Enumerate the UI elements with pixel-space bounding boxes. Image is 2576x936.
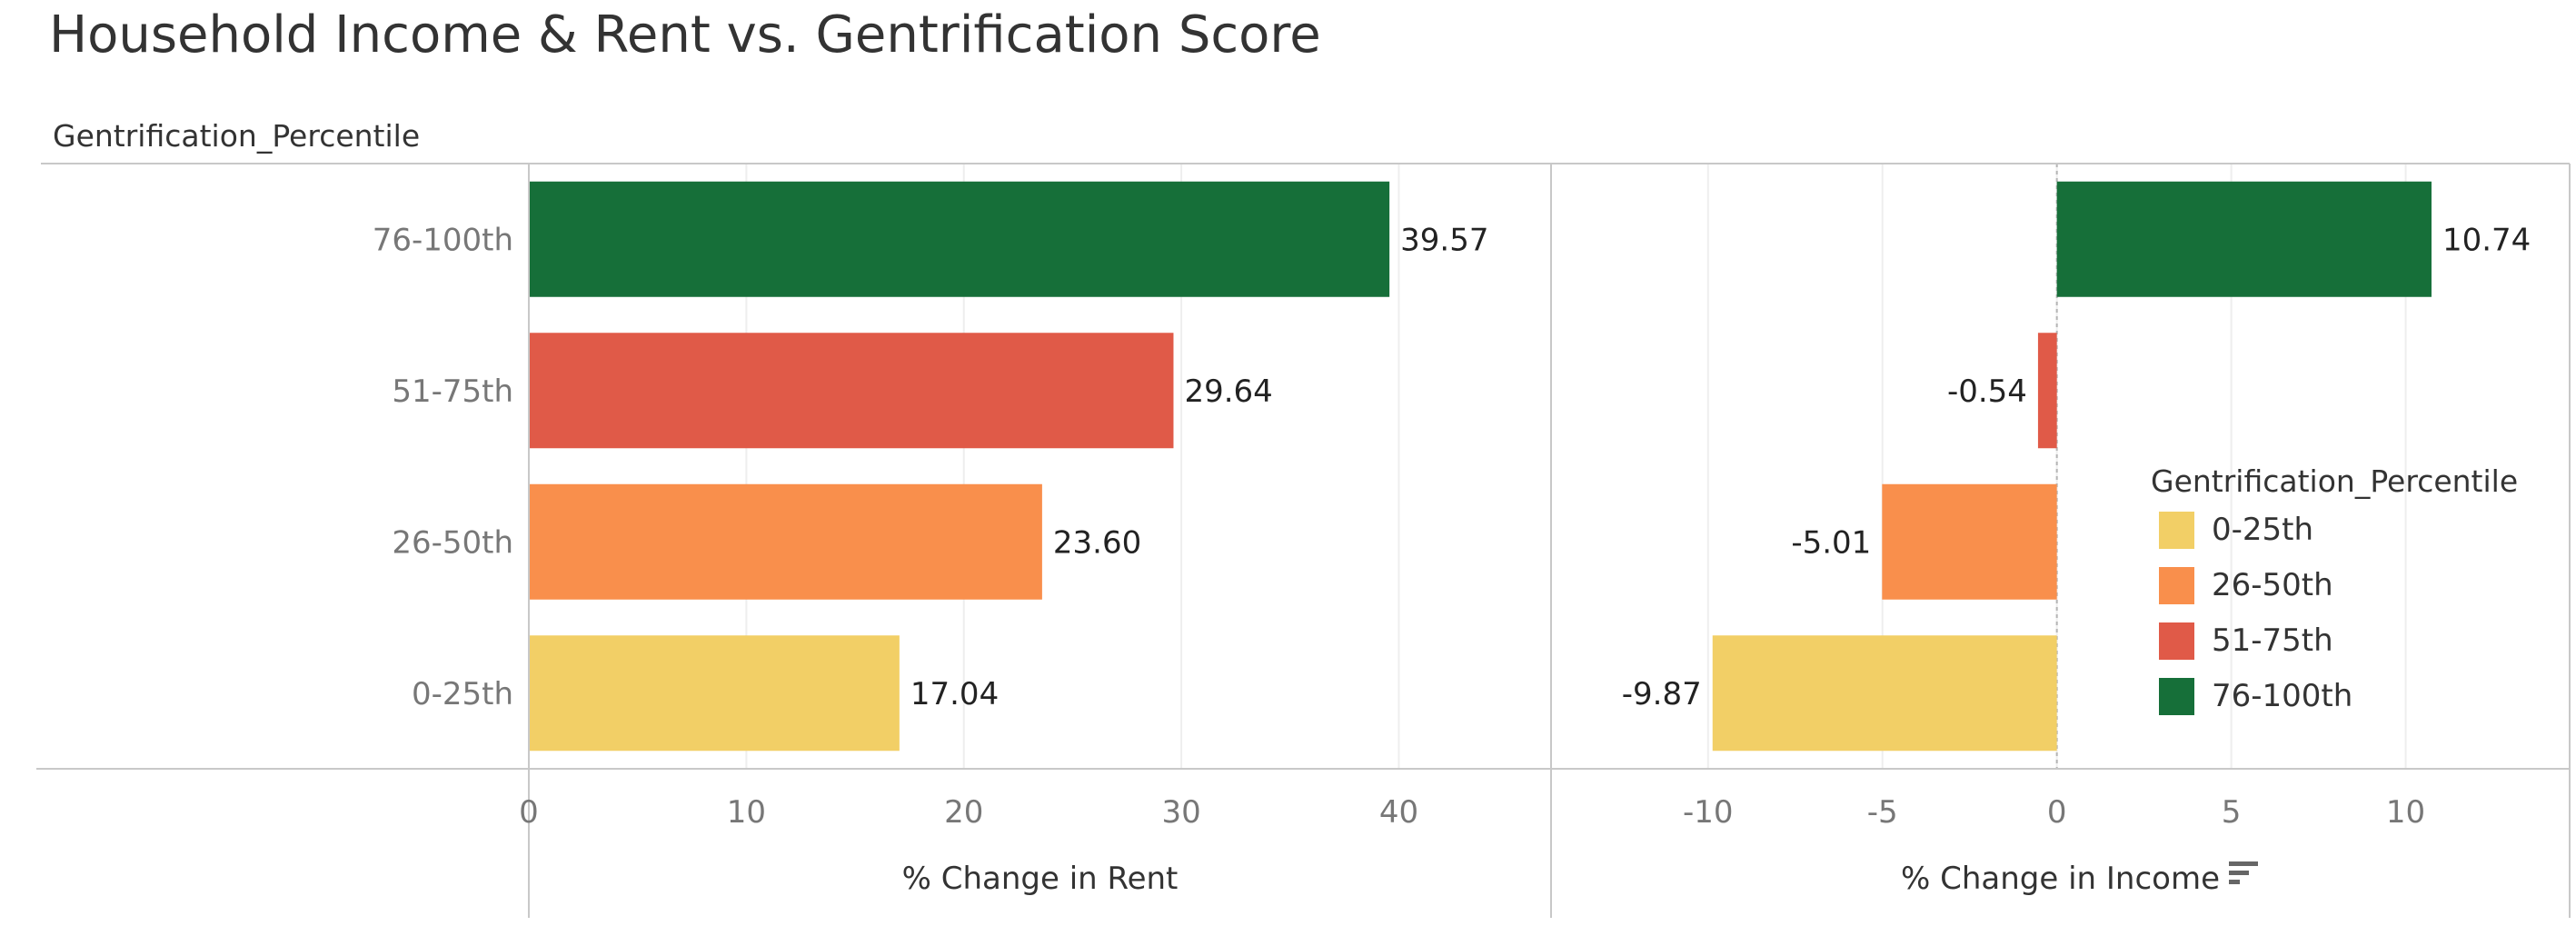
legend-item[interactable]: 51-75th — [2151, 622, 2518, 678]
bar — [529, 483, 1042, 600]
bar — [529, 181, 1390, 297]
legend-swatch — [2159, 622, 2194, 660]
bar — [529, 333, 1174, 449]
page-title: Household Income & Rent vs. Gentrificati… — [49, 5, 1321, 65]
color-legend: Gentrification_Percentile 0-25th 26-50th… — [2151, 463, 2518, 733]
legend-swatch — [2159, 567, 2194, 604]
legend-label: 26-50th — [2212, 567, 2333, 603]
x-tick-label: 5 — [2222, 794, 2242, 831]
x-tick-label: 30 — [1161, 794, 1200, 831]
x-tick-label: 20 — [944, 794, 983, 831]
legend-label: 51-75th — [2212, 622, 2333, 659]
x-tick-label: 10 — [727, 794, 766, 831]
bar — [2037, 333, 2057, 449]
x-tick-label: 10 — [2386, 794, 2425, 831]
legend-item[interactable]: 0-25th — [2151, 512, 2518, 567]
data-label: 39.57 — [1400, 222, 1488, 258]
axis-title: % Change in Rent — [902, 861, 1179, 897]
legend-label: 76-100th — [2212, 678, 2353, 714]
category-label: 0-25th — [412, 676, 513, 712]
data-label: 17.04 — [910, 676, 999, 712]
bar — [529, 635, 900, 752]
legend-item[interactable]: 76-100th — [2151, 678, 2518, 733]
bar — [1712, 635, 2057, 752]
sort-icon[interactable] — [2229, 861, 2258, 884]
legend-label: 0-25th — [2212, 512, 2314, 548]
category-label: 76-100th — [373, 222, 513, 258]
bar — [2056, 181, 2432, 297]
x-tick-label: 40 — [1379, 794, 1418, 831]
data-label: -0.54 — [1947, 373, 2027, 410]
x-tick-label: -5 — [1867, 794, 1898, 831]
category-label: 26-50th — [392, 524, 513, 561]
x-tick-label: 0 — [519, 794, 539, 831]
category-label: 51-75th — [392, 373, 513, 410]
legend-title: Gentrification_Percentile — [2151, 463, 2519, 499]
axis-title: % Change in Income — [1901, 861, 2220, 897]
data-label: -9.87 — [1622, 676, 1702, 712]
data-label: 10.74 — [2442, 222, 2531, 258]
legend-swatch — [2159, 678, 2194, 715]
data-label: 29.64 — [1184, 373, 1272, 410]
row-header[interactable]: Gentrification_Percentile — [53, 118, 421, 154]
data-label: -5.01 — [1791, 524, 1871, 561]
data-label: 23.60 — [1053, 524, 1141, 561]
legend-swatch — [2159, 512, 2194, 549]
x-tick-label: 0 — [2047, 794, 2067, 831]
legend-item[interactable]: 26-50th — [2151, 567, 2518, 622]
bar — [1882, 483, 2057, 600]
x-tick-label: -10 — [1683, 794, 1734, 831]
